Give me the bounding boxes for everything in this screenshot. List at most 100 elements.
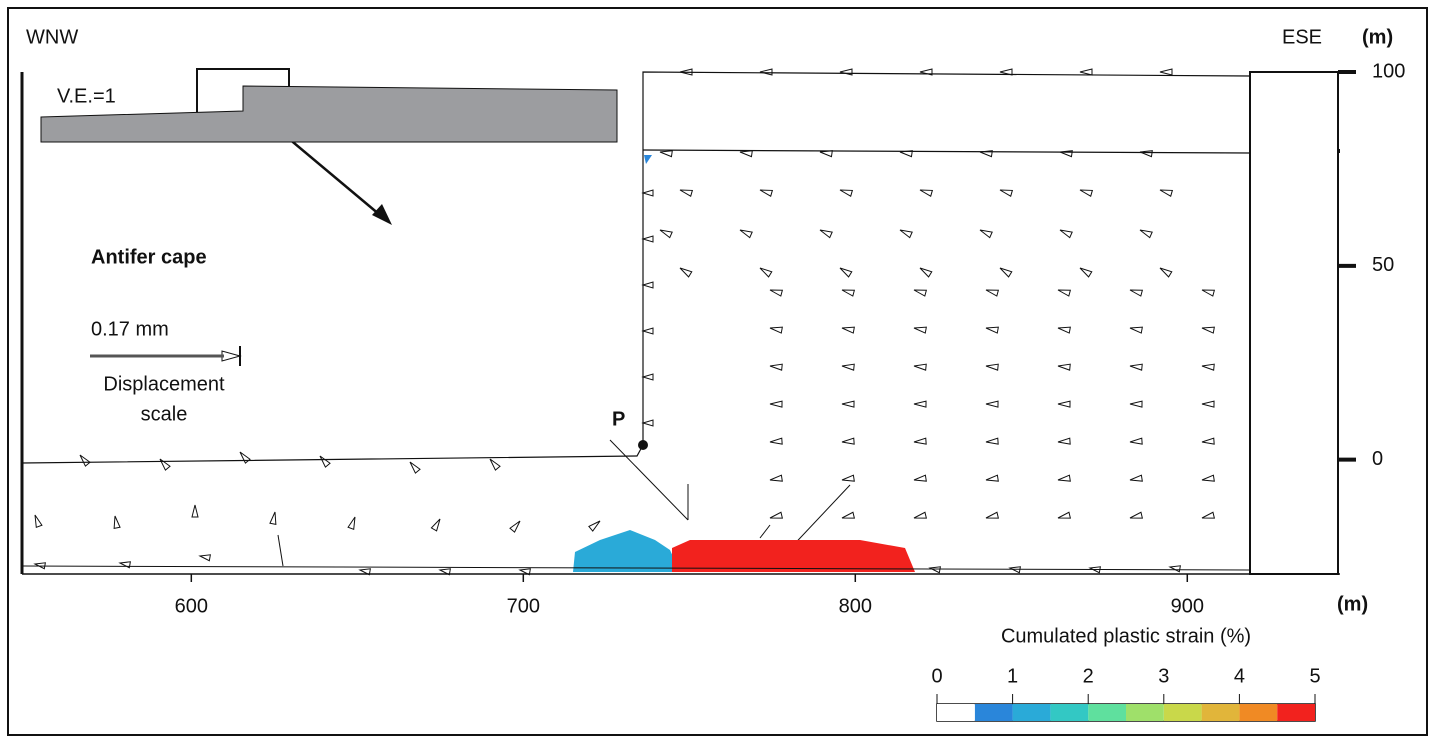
displacement-arrow [913, 289, 928, 297]
exaggeration-label: V.E.=1 [57, 85, 116, 107]
displacement-arrow [769, 289, 784, 297]
displacement-arrow [430, 518, 441, 532]
displacement-arrow [769, 511, 784, 519]
point-label: P [612, 408, 625, 430]
displacement-arrow [679, 267, 693, 278]
colorbar-segment [1088, 704, 1126, 721]
direction-label: WNW [26, 26, 78, 48]
displacement-arrow [659, 150, 673, 158]
displacement-arrow [509, 520, 521, 533]
displacement-arrow [769, 326, 783, 334]
displacement-arrow [985, 363, 999, 371]
displacement-arrow [841, 289, 856, 297]
displacement-arrow [841, 511, 856, 519]
displacement-arrow [1129, 289, 1144, 297]
displacement-arrow [985, 511, 1000, 519]
colorbar-segment [1239, 704, 1278, 721]
displacement-arrow [913, 400, 927, 408]
inset-pointer-head [372, 204, 392, 225]
displacement-arrow [1079, 267, 1093, 278]
displacement-arrow [1201, 363, 1215, 371]
displacement-arrow [913, 437, 927, 445]
strain-zone [672, 540, 915, 572]
displacement-arrow [999, 267, 1013, 278]
displacement-arrow [919, 189, 934, 197]
y-tick-label: 100 [1372, 60, 1405, 82]
displacement-arrow [1057, 363, 1071, 371]
strain-zone [573, 530, 680, 572]
displacement-arrow [489, 458, 501, 471]
colorbar-segment [1163, 704, 1202, 721]
displacement-arrow [79, 454, 91, 467]
displacement-arrow [641, 189, 654, 197]
colorbar-tick-label: 0 [931, 665, 942, 687]
displacement-arrow [1201, 437, 1215, 445]
displacement-arrow [1079, 189, 1094, 197]
displacement-arrow [999, 189, 1014, 197]
colorbar-tick-label: 2 [1083, 665, 1094, 687]
cliff-profile [21, 71, 1251, 464]
x-axis-unit: (m) [1337, 593, 1368, 615]
displacement-arrow [1201, 400, 1215, 408]
long-arrow [609, 439, 689, 521]
displacement-arrow [1129, 511, 1144, 519]
displacement-arrow [759, 267, 773, 278]
displacement-arrow [1168, 565, 1181, 573]
displacement-arrow [1079, 68, 1093, 76]
x-tick-label: 900 [1171, 595, 1204, 617]
displacement-arrow [34, 514, 43, 528]
displacement-arrow [841, 437, 855, 445]
displacement-arrow [1129, 474, 1143, 482]
displacement-arrow [985, 289, 1000, 297]
colorbar-segment [1126, 704, 1164, 721]
displacement-arrow [769, 363, 783, 371]
displacement-arrow [1129, 326, 1143, 334]
displacement-arrow [985, 474, 999, 482]
displacement-arrow [659, 229, 673, 239]
displacement-arrow [1059, 229, 1073, 239]
displacement-arrow [913, 511, 928, 519]
displacement-arrow [985, 437, 999, 445]
displacement-arrow [919, 267, 933, 278]
displacement-arrow [913, 474, 927, 482]
displacement-arrow [999, 68, 1013, 76]
y-tick-label: 50 [1372, 254, 1394, 276]
scale-caption: scale [141, 403, 188, 425]
displacement-arrow [769, 437, 783, 445]
displacement-arrow [759, 189, 774, 197]
displacement-arrow [839, 68, 853, 76]
displacement-arrow [409, 461, 421, 474]
frame [7, 7, 1428, 736]
base-line [21, 565, 1251, 571]
displacement-arrow [819, 229, 833, 239]
displacement-arrow [269, 511, 277, 525]
displacement-arrow [1129, 400, 1143, 408]
displacement-arrow [319, 455, 331, 468]
displacement-arrow [588, 520, 601, 532]
displacement-arrow [841, 474, 855, 482]
strata-column [1249, 71, 1339, 575]
displacement-arrow [1129, 437, 1143, 445]
displacement-arrow [1201, 474, 1215, 482]
site-label: Antifer cape [91, 246, 207, 268]
displacement-arrow [769, 474, 783, 482]
displacement-arrow [739, 229, 753, 239]
displacement-arrow [198, 554, 211, 562]
displacement-arrow [1139, 150, 1153, 158]
scale-value: 0.17 mm [91, 318, 169, 340]
x-tick-label: 700 [507, 595, 540, 617]
colorbar-segment [974, 704, 1013, 721]
displacement-arrow [841, 400, 855, 408]
displacement-arrow [979, 229, 993, 239]
displacement-arrow [1129, 363, 1143, 371]
displacement-arrow [839, 189, 854, 197]
displacement-arrow [347, 516, 356, 530]
displacement-arrow [1057, 326, 1071, 334]
displacement-arrow [641, 327, 654, 335]
y-tick-label: 0 [1372, 448, 1383, 470]
displacement-arrow [759, 68, 773, 76]
displacement-arrow [1201, 511, 1216, 519]
colorbar-tick-label: 5 [1309, 665, 1320, 687]
